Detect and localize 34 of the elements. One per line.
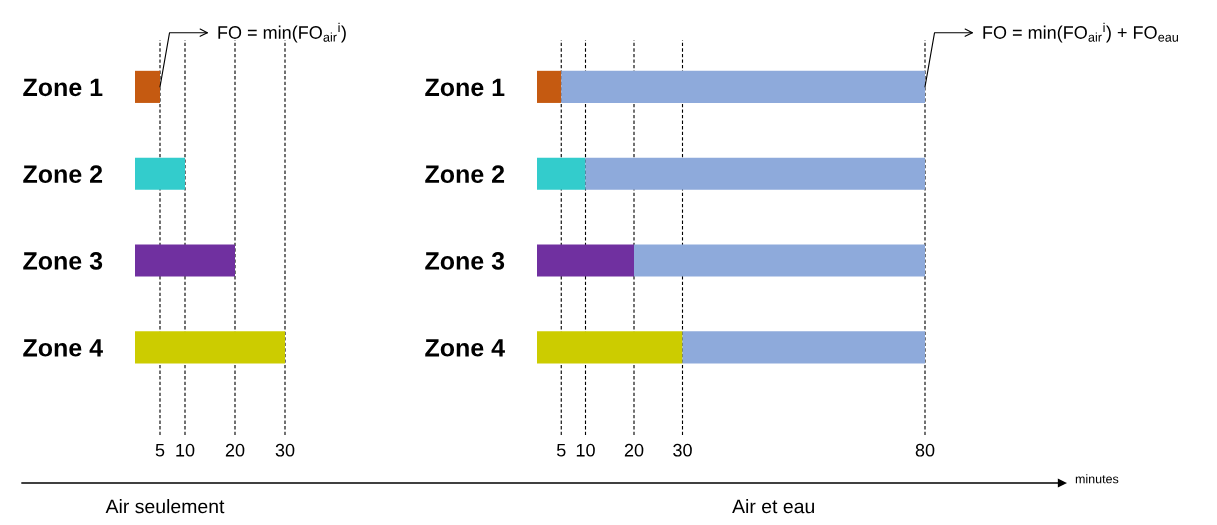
y-tick-label: Zone 2 <box>23 165 103 183</box>
x-tick-label: 10 <box>176 443 195 457</box>
x-tick-label: 30 <box>673 443 692 457</box>
y-tick-label: Zone 3 <box>425 252 505 270</box>
x-axis-title: Air seulement <box>105 499 225 514</box>
y-tick-label: Zone 2 <box>425 165 505 183</box>
y-tick-label: Zone 1 <box>425 78 505 97</box>
x-axis-title: Air et eau <box>732 499 814 514</box>
bar <box>135 331 285 364</box>
y-tick-label: Zone 4 <box>425 339 505 357</box>
x-tick-label: 10 <box>576 443 595 457</box>
annotation: FO = min(FO$_{air}$$^{i}$) <box>218 22 346 43</box>
bar <box>537 331 683 364</box>
x-tick-label: 20 <box>225 443 245 457</box>
x-tick-label: 20 <box>624 443 644 457</box>
bar <box>537 157 586 190</box>
y-tick-label: Zone 4 <box>23 339 103 357</box>
bar <box>561 70 925 103</box>
bar <box>634 244 925 277</box>
y-tick-label: Zone 1 <box>23 78 103 97</box>
x-tick-label: 30 <box>275 443 295 457</box>
bar <box>585 157 925 190</box>
annotation: FO = min(FO$_{air}$$^{i}$) + FO$_{eau}$ <box>983 22 1178 43</box>
x-tick-label: 80 <box>915 443 935 457</box>
bar <box>135 244 235 277</box>
y-tick-label: Zone 3 <box>23 252 103 270</box>
x-tick-label: 5 <box>556 444 566 457</box>
bar <box>537 70 562 103</box>
bar <box>135 157 185 190</box>
bar <box>682 331 925 364</box>
bar <box>135 70 160 103</box>
text: minutes <box>1075 474 1119 484</box>
x-tick-label: 5 <box>155 444 165 457</box>
bar <box>537 244 634 277</box>
